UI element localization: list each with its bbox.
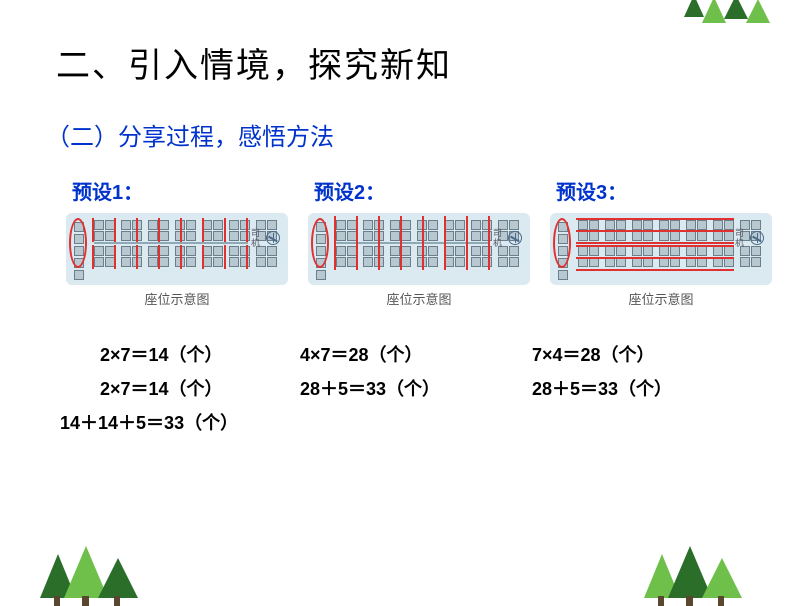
red-line xyxy=(246,245,248,269)
red-line xyxy=(136,218,138,242)
red-line xyxy=(158,245,160,269)
red-circle xyxy=(69,218,87,268)
preset-2: 预设2： 司机 座位示意图 xyxy=(308,176,530,308)
red-line xyxy=(576,242,734,244)
caption-1: 座位示意图 xyxy=(66,289,288,308)
calc-line: 28＋5＝33（个） xyxy=(532,372,744,406)
red-line xyxy=(422,216,424,270)
red-line xyxy=(92,218,94,242)
red-line xyxy=(114,245,116,269)
red-line xyxy=(202,245,204,269)
preset-3: 预设3： 司机 xyxy=(550,176,772,308)
red-line xyxy=(224,245,226,269)
red-line xyxy=(92,245,94,269)
red-line xyxy=(400,216,402,270)
preset-2-label: 预设2： xyxy=(308,176,530,205)
calc-line: 28＋5＝33（个） xyxy=(300,372,512,406)
red-line xyxy=(246,218,248,242)
red-line xyxy=(378,216,380,270)
seats-bottom xyxy=(336,246,523,267)
caption-2: 座位示意图 xyxy=(308,289,530,308)
calculations: 2×7＝14（个） 2×7＝14（个） 14＋14＋5＝33（个） 4×7＝28… xyxy=(52,338,754,441)
calc-col-3: 7×4＝28（个） 28＋5＝33（个） xyxy=(524,338,744,441)
driver-area: 司机 xyxy=(735,228,764,248)
red-line xyxy=(224,218,226,242)
red-line xyxy=(466,216,468,270)
driver-area: 司机 xyxy=(251,228,280,248)
red-line xyxy=(136,245,138,269)
calc-col-1: 2×7＝14（个） 2×7＝14（个） 14＋14＋5＝33（个） xyxy=(52,338,280,441)
red-circle xyxy=(553,218,571,268)
calc-line: 14＋14＋5＝33（个） xyxy=(60,406,280,440)
red-line xyxy=(158,218,160,242)
decor-trees-bottom-left xyxy=(40,546,150,606)
red-line xyxy=(576,218,734,220)
red-line xyxy=(180,245,182,269)
preset-1: 预设1： 司机 座位示意图 xyxy=(66,176,288,308)
red-line xyxy=(576,245,734,247)
caption-3: 座位示意图 xyxy=(550,289,772,308)
bus-diagram-1: 司机 xyxy=(66,213,288,285)
red-line xyxy=(488,216,490,270)
red-line xyxy=(576,257,734,259)
driver-area: 司机 xyxy=(493,228,522,248)
preset-1-label: 预设1： xyxy=(66,176,288,205)
red-line xyxy=(180,218,182,242)
red-circle xyxy=(311,218,329,268)
red-line xyxy=(114,218,116,242)
decor-trees-bottom-right xyxy=(644,546,754,606)
calc-line: 4×7＝28（个） xyxy=(300,338,512,372)
red-line xyxy=(356,216,358,270)
seats-bottom xyxy=(94,246,281,267)
steering-wheel-icon xyxy=(750,231,764,245)
preset-3-label: 预设3： xyxy=(550,176,772,205)
main-title: 二、引入情境，探究新知 xyxy=(56,38,754,87)
red-line xyxy=(576,269,734,271)
steering-wheel-icon xyxy=(508,231,522,245)
aisle xyxy=(94,242,248,244)
red-line xyxy=(444,216,446,270)
bus-diagram-2: 司机 xyxy=(308,213,530,285)
red-line xyxy=(334,216,336,270)
sub-title: （二）分享过程，感悟方法 xyxy=(46,117,754,152)
calc-line: 2×7＝14（个） xyxy=(60,372,280,406)
calc-col-2: 4×7＝28（个） 28＋5＝33（个） xyxy=(292,338,512,441)
red-line xyxy=(576,230,734,232)
decor-trees-top xyxy=(684,0,774,31)
red-line xyxy=(202,218,204,242)
bus-diagram-3: 司机 xyxy=(550,213,772,285)
steering-wheel-icon xyxy=(266,231,280,245)
calc-line: 2×7＝14（个） xyxy=(60,338,280,372)
presets-row: 预设1： 司机 座位示意图 预设2： xyxy=(66,176,754,308)
calc-line: 7×4＝28（个） xyxy=(532,338,744,372)
